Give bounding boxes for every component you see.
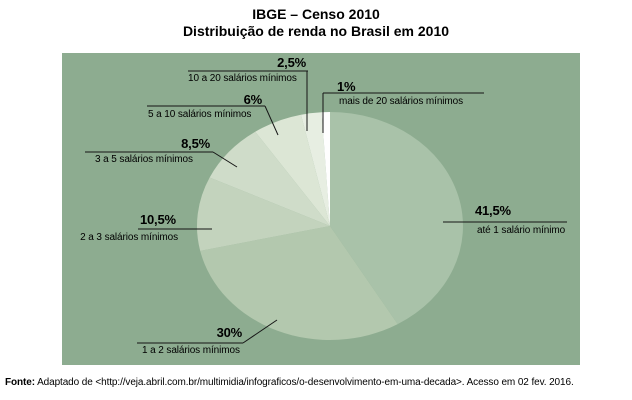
pie-slice-7	[321, 111, 330, 226]
slice-pct-1-a-2: 30%	[216, 325, 243, 340]
pie-slice-5	[255, 114, 330, 226]
source-note-prefix: Fonte:	[5, 377, 35, 388]
slice-label-3-a-5: 3 a 5 salários mínimos	[95, 154, 193, 165]
slice-pct-ate-1: 41,5%	[475, 203, 511, 218]
chart-panel: 41,5% até 1 salário mínimo 30% 1 a 2 sal…	[62, 53, 580, 365]
source-note: Fonte: Adaptado de <http://veja.abril.co…	[5, 377, 632, 389]
source-note-text: Adaptado de <http://veja.abril.com.br/mu…	[34, 377, 574, 388]
slice-label-2-a-3: 2 a 3 salários mínimos	[80, 232, 178, 243]
pie-slice-6	[300, 112, 330, 226]
pie-slice-2	[200, 226, 398, 340]
pie-slice-1	[330, 112, 463, 325]
pie-slice-4	[209, 131, 330, 226]
slice-label-5-a-10: 5 a 10 salários mínimos	[148, 109, 252, 120]
leader-line	[212, 151, 238, 168]
slice-label-10-a-20: 10 a 20 salários mínimos	[188, 73, 297, 84]
slice-label-1-a-2: 1 a 2 salários mínimos	[142, 345, 240, 356]
slice-pct-2-a-3: 10,5%	[140, 212, 176, 227]
chart-title-line1: IBGE – Censo 2010	[252, 6, 380, 22]
pie-chart-svg	[85, 70, 567, 344]
chart-title: IBGE – Censo 2010 Distribuição de renda …	[0, 6, 632, 40]
slice-pct-3-a-5: 8,5%	[181, 136, 210, 151]
slice-pct-10-a-20: 2,5%	[277, 55, 306, 70]
pie-slice-3	[196, 177, 330, 251]
slice-pct-mais-de-20: 1%	[337, 79, 356, 94]
slice-label-mais-de-20: mais de 20 salários mínimos	[339, 96, 464, 107]
leader-line	[264, 105, 279, 136]
leader-line	[242, 319, 278, 344]
chart-title-line2: Distribuição de renda no Brasil em 2010	[182, 23, 450, 39]
slice-label-ate-1: até 1 salário mínimo	[477, 225, 566, 236]
slice-pct-5-a-10: 6%	[243, 92, 263, 107]
